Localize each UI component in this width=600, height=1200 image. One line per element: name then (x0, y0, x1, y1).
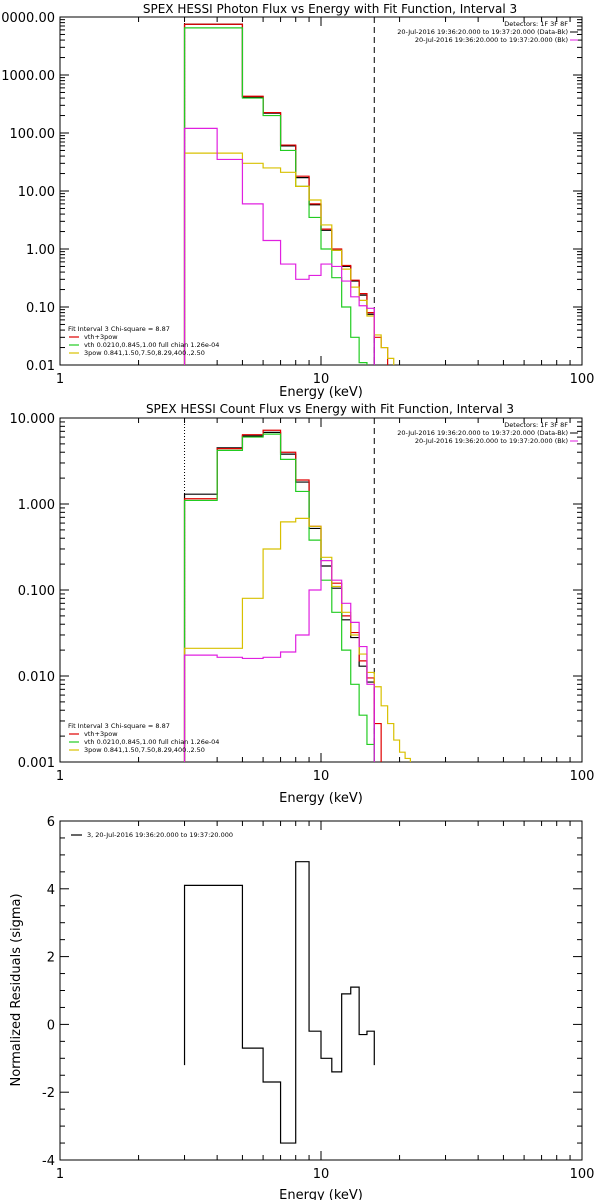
x-tick-label: 1 (56, 372, 64, 387)
legend-entry: 3pow 0.841,1.50,7.50,8.29,400.,2.50 (84, 349, 205, 357)
panel-count-flux: SPEX HESSI Count Flux vs Energy with Fit… (10, 402, 595, 806)
legend: 3, 20-Jul-2016 19:36:20.000 to 19:37:20.… (71, 831, 233, 839)
legend-header: Fit Interval 3 Chi-square = 8.87 (68, 325, 170, 333)
series-line-3 (183, 152, 395, 365)
x-tick-label: 100 (570, 372, 595, 387)
annotation-text: Detectors: 1F 3F 8F (504, 20, 568, 28)
legend-header: Fit Interval 3 Chi-square = 8.87 (68, 722, 170, 730)
x-tick-label: 1 (56, 769, 64, 784)
chart-title: SPEX HESSI Photon Flux vs Energy with Fi… (143, 2, 517, 16)
y-tick-label: -4 (42, 1154, 55, 1169)
annotation-text: Detectors: 1F 3F 8F (504, 421, 568, 429)
series-line-4 (183, 559, 375, 762)
y-tick-label: 0 (47, 1018, 55, 1033)
y-tick-label: 10.000 (10, 412, 56, 427)
x-tick-label: 1 (56, 1167, 64, 1182)
y-tick-label: 10.00 (18, 185, 55, 200)
legend-entry: 3, 20-Jul-2016 19:36:20.000 to 19:37:20.… (87, 831, 233, 839)
series-line-1 (183, 429, 382, 762)
y-tick-label: 6 (47, 815, 55, 830)
series-line-3 (183, 517, 411, 762)
y-tick-labels: 0.01 0.10 1.00 10.00 100.00 1000.00 0000.00 (1, 11, 55, 374)
series-line-0 (183, 23, 375, 365)
y-tick-label: 100.00 (10, 127, 56, 142)
x-tick-labels: 1 10 100 (56, 1167, 595, 1182)
x-axis-label: Energy (keV) (279, 791, 363, 806)
y-tick-label: 0000.00 (1, 11, 55, 26)
tick-marks (59, 418, 582, 763)
x-tick-labels: 1 10 100 (56, 372, 595, 387)
series-line-2 (183, 433, 375, 762)
legend-entry: vth 0.0210,0.845,1.00 full chian 1.26e-0… (84, 341, 219, 349)
x-tick-label: 100 (570, 1167, 595, 1182)
x-axis-label: Energy (keV) (279, 385, 363, 400)
y-axis-label: Normalized Residuals (sigma) (9, 893, 24, 1086)
y-tick-labels: 0.001 0.010 0.100 1.000 10.000 (10, 412, 56, 771)
x-tick-label: 10 (313, 1167, 330, 1182)
series-line-1 (183, 23, 389, 365)
y-tick-label: 1.000 (18, 498, 55, 513)
annotation-text: 20-Jul-2016 19:36:20.000 to 19:37:20.000… (415, 36, 568, 44)
x-axis-label: Energy (keV) (279, 1188, 363, 1200)
y-tick-label: 0.100 (18, 584, 55, 599)
x-tick-label: 10 (313, 372, 330, 387)
plot-frame (59, 820, 583, 1161)
series-group (183, 23, 395, 365)
x-tick-label: 100 (570, 769, 595, 784)
legend-entry: vth 0.0210,0.845,1.00 full chian 1.26e-0… (84, 738, 219, 746)
annotation-text: 20-Jul-2016 19:36:20.000 to 19:37:20.000… (397, 429, 568, 437)
series-group (183, 861, 375, 1144)
y-tick-label: 0.010 (18, 670, 55, 685)
tick-marks (59, 17, 582, 366)
y-tick-label: 1.00 (26, 243, 55, 258)
legend: Fit Interval 3 Chi-square = 8.87vth+3pow… (68, 722, 219, 754)
y-tick-labels: -4 -2 0 2 4 6 (42, 815, 55, 1169)
legend-entry: vth+3pow (84, 730, 118, 738)
annotation-text: 20-Jul-2016 19:36:20.000 to 19:37:20.000… (397, 28, 568, 36)
panel-photon-flux: SPEX HESSI Photon Flux vs Energy with Fi… (1, 2, 594, 400)
y-tick-label: 1000.00 (1, 69, 55, 84)
series-line-0 (183, 861, 375, 1144)
y-tick-label: 0.10 (26, 301, 55, 316)
plot-frame (59, 16, 583, 366)
x-tick-labels: 1 10 100 (56, 769, 595, 784)
panel-residuals: -4 -2 0 2 4 6 1 10 100 3, 20-Jul-2016 19:36:20.… (9, 815, 594, 1200)
y-tick-label: 4 (47, 883, 55, 898)
series-group (183, 429, 411, 762)
chart-title: SPEX HESSI Count Flux vs Energy with Fit… (146, 402, 514, 416)
legend: Fit Interval 3 Chi-square = 8.87vth+3pow… (68, 325, 219, 357)
annotation-text: 20-Jul-2016 19:36:20.000 to 19:37:20.000… (415, 437, 568, 445)
y-tick-label: 0.01 (26, 359, 55, 374)
vertical-lines (184, 418, 375, 762)
y-tick-label: -2 (42, 1086, 55, 1101)
x-tick-label: 10 (313, 769, 330, 784)
tick-marks (59, 820, 582, 1161)
series-line-4 (183, 127, 375, 365)
legend-entry: 3pow 0.841,1.50,7.50,8.29,400.,2.50 (84, 746, 205, 754)
vertical-lines (184, 17, 375, 365)
y-tick-label: 2 (47, 951, 55, 966)
legend-entry: vth+3pow (84, 333, 118, 341)
y-tick-label: 0.001 (18, 756, 55, 771)
series-line-0 (183, 431, 375, 762)
